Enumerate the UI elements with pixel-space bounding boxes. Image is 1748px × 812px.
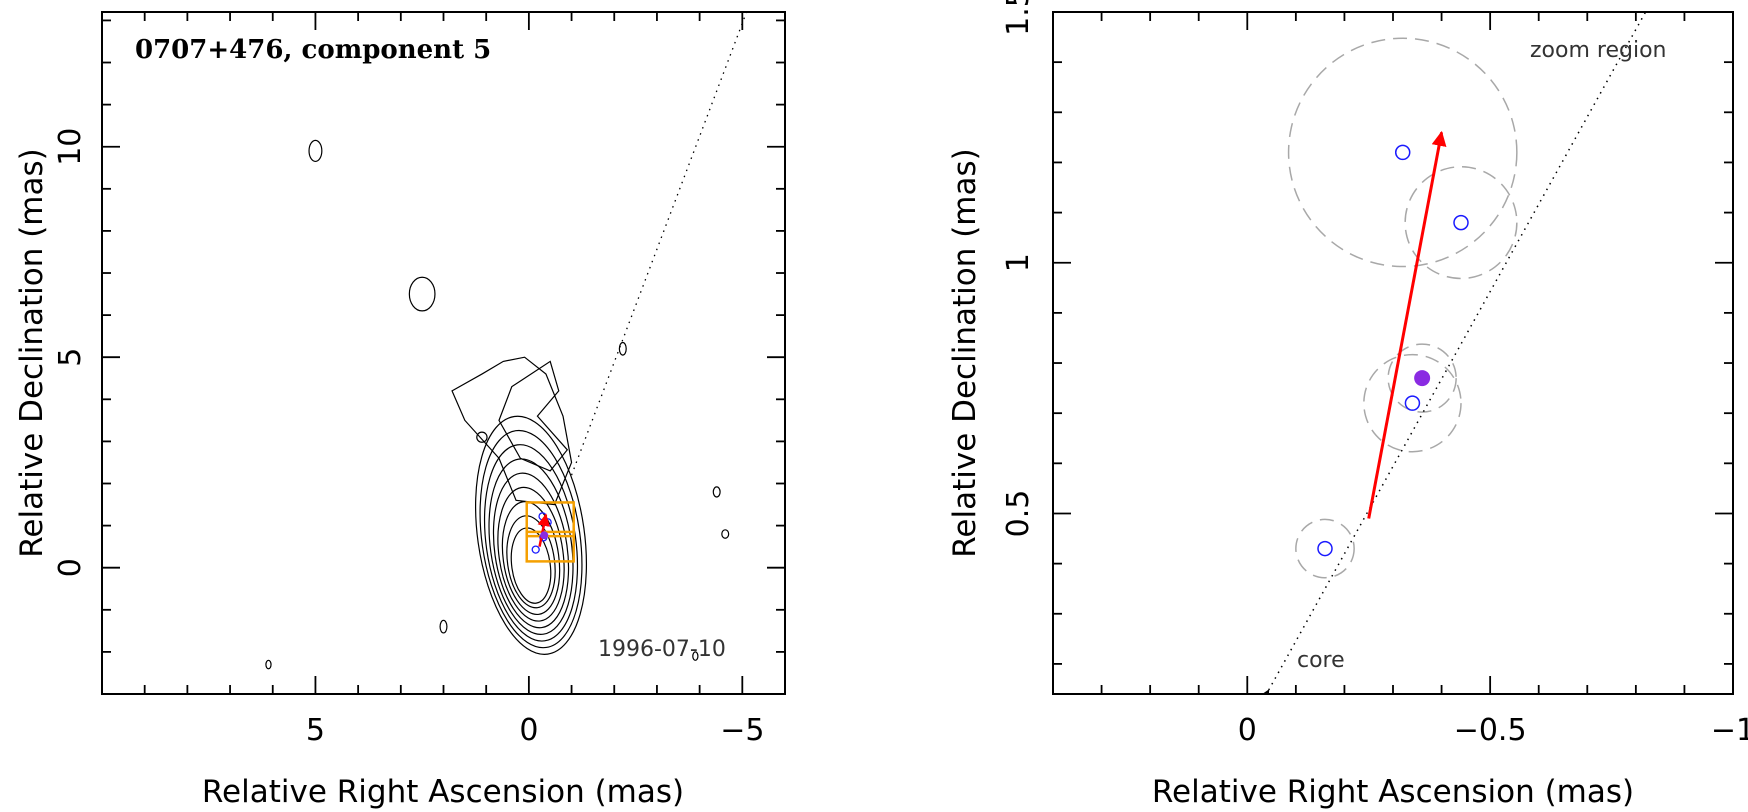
contour-level [483, 444, 579, 642]
x-tick-label: 5 [306, 713, 325, 748]
left-velocity-vector [537, 513, 550, 547]
contour-island [721, 529, 730, 539]
contour-island [408, 276, 436, 312]
component-error-circle [1363, 353, 1462, 453]
right-velocity-vector [1367, 130, 1447, 519]
jet-direction-line [570, 12, 748, 476]
component-marker [1404, 395, 1421, 411]
right-x-axis-label: Relative Right Ascension (mas) [1152, 774, 1634, 810]
contour-island [692, 651, 699, 661]
left-panel: 5 0 −5 0 5 10 0707+476, component 5 1996-07-1… [14, 11, 786, 810]
component-marker [1453, 214, 1469, 231]
zoom-box [525, 501, 575, 538]
component-error-circle [1295, 518, 1355, 579]
zoom-boxes [525, 501, 575, 563]
right-plot-frame [1052, 11, 1734, 695]
y-tick-label: 0.5 [1001, 490, 1036, 538]
contour-island [439, 619, 448, 634]
contour-outer [451, 356, 573, 506]
error-circles [1287, 37, 1518, 579]
right-mean-position [1414, 370, 1431, 387]
right-y-axis-label: Relative Declination (mas) [947, 148, 983, 558]
left-plot-frame [101, 11, 786, 695]
x-tick-label: 0 [519, 713, 538, 748]
contour-map [265, 139, 730, 670]
right-panel: 0 −0.5 −1 0.5 1 1.5 zoom region core Relative… [947, 0, 1748, 810]
x-tick-label: −5 [720, 713, 764, 748]
zoom-region-annotation: zoom region [1530, 38, 1666, 63]
contour-level [506, 515, 556, 609]
contour-island [618, 341, 627, 356]
y-tick-label: 1 [1001, 253, 1036, 272]
right-components [1317, 144, 1469, 557]
left-date-annotation: 1996-07-10 [598, 637, 726, 662]
left-plot-contents [265, 12, 748, 670]
x-tick-label: −1 [1711, 713, 1748, 748]
left-mean-position [540, 531, 549, 540]
left-x-axis-label: Relative Right Ascension (mas) [202, 774, 684, 810]
y-tick-label: 10 [53, 128, 88, 166]
contour-island [308, 139, 323, 163]
left-ticks [102, 12, 786, 694]
y-tick-label: 0 [53, 558, 88, 577]
x-tick-label: −0.5 [1454, 713, 1527, 748]
jet-direction-line-zoom [1260, 12, 1647, 694]
contour-level [492, 472, 570, 629]
contour-island [476, 431, 488, 443]
contour-extended [498, 360, 569, 472]
contour-level [479, 429, 583, 649]
left-y-axis-label: Relative Declination (mas) [14, 148, 50, 558]
left-title: 0707+476, component 5 [135, 35, 491, 65]
left-tick-labels: 5 0 −5 0 5 10 [53, 128, 764, 748]
component-marker [1394, 144, 1411, 161]
y-tick-label: 1.5 [1001, 0, 1036, 36]
right-ticks [1052, 11, 1734, 694]
contour-level [488, 458, 574, 635]
component-marker [1317, 540, 1333, 557]
y-tick-label: 5 [53, 348, 88, 367]
component-error-circle [1404, 166, 1518, 280]
component-marker [531, 545, 540, 554]
contour-island [712, 486, 721, 498]
right-tick-labels: 0 −0.5 −1 0.5 1 1.5 [1001, 0, 1748, 748]
core-annotation: core [1297, 648, 1345, 673]
contour-level [474, 415, 588, 655]
contour-island [265, 659, 272, 670]
component-error-circle [1287, 37, 1518, 268]
mean-error-circle [1387, 343, 1457, 413]
contour-level [497, 486, 565, 622]
contour-level [501, 501, 561, 616]
x-tick-label: 0 [1238, 713, 1257, 748]
right-plot-contents [1260, 12, 1647, 694]
zoom-box [525, 530, 575, 563]
